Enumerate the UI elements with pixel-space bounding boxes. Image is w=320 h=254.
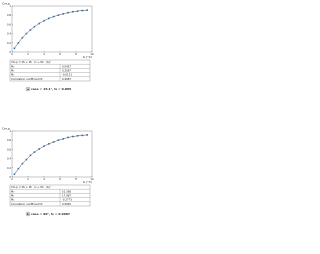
x-tick-label: 0 <box>11 177 13 181</box>
data-point <box>38 148 40 150</box>
x-tick-label: 10 <box>90 177 94 181</box>
data-point <box>13 47 16 50</box>
table-name: M₁ <box>11 194 14 198</box>
table-value: 17.987 <box>62 194 71 198</box>
table-name: M₂ <box>11 198 14 202</box>
caption-letter: a <box>27 87 29 91</box>
x-tick-label: 8 <box>75 177 77 181</box>
data-point <box>52 141 55 143</box>
caption: case = 15.1°, t₀ = 0.805 <box>31 87 71 91</box>
table-name: M₀ <box>11 64 14 68</box>
x-tick-label: 4 <box>43 52 45 56</box>
data-point <box>76 10 79 12</box>
x-axis-label: t₀ (°C) <box>83 180 92 184</box>
data-point <box>86 134 88 136</box>
data-point <box>76 135 79 137</box>
table-header: Cm,p = M₀ + M₁ · t₀ + M₂ · (t₀)² <box>11 60 51 64</box>
data-point <box>43 145 45 147</box>
table-value: 0.0457 <box>62 64 71 68</box>
x-tick-label: 4 <box>43 177 45 181</box>
data-point <box>48 17 50 20</box>
caption: case = 90°, t₀ = 0.9987 <box>31 212 70 216</box>
table-name: Correlation coefficient R² <box>11 202 43 206</box>
x-tick-label: 8 <box>75 52 77 56</box>
coefficient-table: Cm,p = M₀ + M₁ · t₀ + M₂ · (t₀)²M₀ 0.0457… <box>9 59 91 82</box>
fit-line <box>14 9 88 49</box>
table-name: M₀ <box>11 189 14 193</box>
x-tick-label: 0 <box>11 52 13 56</box>
y-tick-label: 0 <box>9 50 11 54</box>
data-point <box>67 136 69 139</box>
data-point <box>72 135 74 138</box>
data-point <box>21 36 24 39</box>
y-axis-label: Cm,p <box>2 127 10 131</box>
y-tick-label: 0 <box>9 175 11 179</box>
data-point <box>81 9 84 12</box>
y-tick-label: 1 <box>9 129 11 133</box>
data-point <box>13 173 16 176</box>
data-point <box>57 14 60 16</box>
x-tick-label: 2 <box>27 177 29 181</box>
x-tick-label: 6 <box>59 177 61 181</box>
table-value: 0.9987 <box>62 77 71 81</box>
data-point <box>25 32 28 35</box>
data-point <box>48 143 50 145</box>
data-point <box>21 162 24 165</box>
data-point <box>86 9 88 11</box>
data-point <box>29 29 32 31</box>
data-point <box>52 15 55 18</box>
table-value: -0.2773 <box>62 198 72 202</box>
data-point <box>33 25 36 28</box>
table-name: M₂ <box>11 73 14 77</box>
x-axis-label: t₀ (°C) <box>83 55 92 59</box>
table-header: Cm,p = M₀ + M₁ · t₀ + M₂ · (t₀)² <box>11 185 51 189</box>
table-name: Correlation coefficient R² <box>11 77 43 81</box>
data-point <box>67 11 69 14</box>
caption-badge <box>25 211 31 217</box>
y-tick-label: 0.2 <box>7 41 11 45</box>
table-frame <box>9 184 91 207</box>
caption-badge <box>25 86 31 92</box>
table-value: 0.9992 <box>62 202 71 206</box>
y-tick-label: 0.6 <box>7 22 11 26</box>
table-value: -0.0121 <box>62 73 72 77</box>
y-tick-label: 1 <box>9 4 11 8</box>
data-point <box>62 138 64 140</box>
data-point <box>17 42 20 44</box>
caption-letter: b <box>27 212 30 216</box>
table-frame <box>9 59 91 82</box>
data-point <box>33 151 36 153</box>
coefficient-table: Cm,p = M₀ + M₁ · t₀ + M₂ · (t₀)²M₀ 10.368… <box>9 184 91 207</box>
data-point <box>38 22 40 25</box>
y-tick-label: 0.6 <box>7 147 11 151</box>
data-point <box>81 134 84 137</box>
data-point <box>57 139 60 141</box>
data-point <box>43 19 45 22</box>
table-value: 0.2067 <box>62 69 71 73</box>
x-tick-label: 2 <box>27 52 29 56</box>
table-name: M₁ <box>11 69 14 73</box>
fit-line <box>14 134 88 175</box>
y-tick-label: 0.4 <box>7 157 11 161</box>
x-tick-label: 6 <box>59 52 61 56</box>
y-axis-label: Cm,p <box>2 2 10 6</box>
plot-frame <box>11 5 93 53</box>
table-value: 10.368 <box>62 189 71 193</box>
data-point <box>62 13 64 15</box>
data-point <box>29 154 32 157</box>
data-point <box>25 158 28 161</box>
data-point <box>72 10 74 13</box>
y-tick-label: 0.4 <box>7 32 11 36</box>
plot-frame <box>11 130 93 178</box>
x-tick-label: 10 <box>90 52 94 56</box>
y-tick-label: 0.8 <box>7 13 11 17</box>
y-tick-label: 0.2 <box>7 166 11 170</box>
data-point <box>17 167 20 170</box>
y-tick-label: 0.8 <box>7 138 11 142</box>
